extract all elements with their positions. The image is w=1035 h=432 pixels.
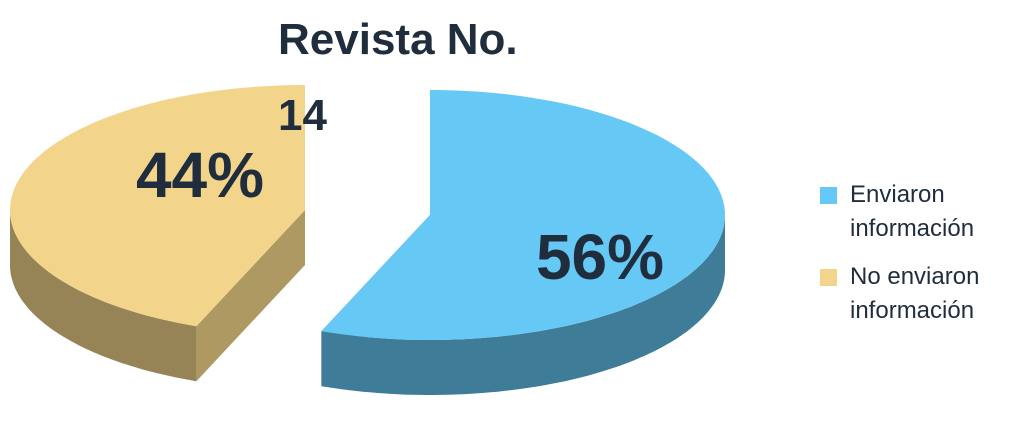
slice [321,90,725,340]
legend: Enviaron información No enviaron informac… [820,178,1020,342]
legend-label: No enviaron información [850,263,980,324]
legend-swatch [820,187,837,204]
pie-area: 56% 44% [10,85,725,395]
slice [10,85,305,327]
legend-label: Enviaron información [850,181,975,242]
data-label: 44% [136,139,264,211]
legend-item: Enviaron información [820,178,1020,246]
slice-side [196,210,305,382]
data-label: 56% [536,221,664,293]
slice-wall [321,215,725,395]
chart-title: Revista No. 14 [278,15,518,140]
slice-wall [10,210,197,382]
legend-swatch [820,269,837,286]
legend-item: No enviaron información [820,260,1020,328]
